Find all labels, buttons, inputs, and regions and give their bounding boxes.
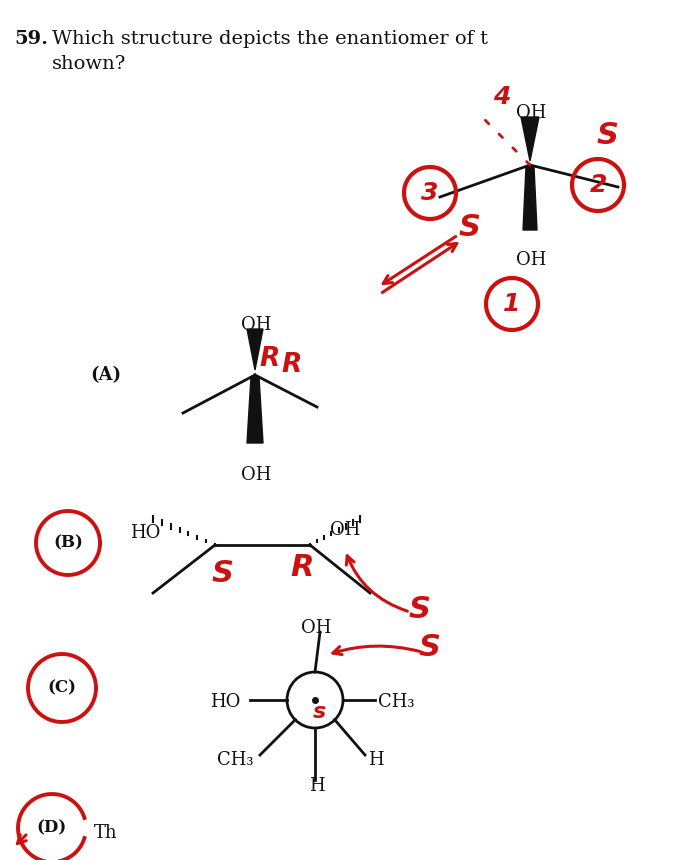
Text: R: R <box>290 552 314 581</box>
Text: OH: OH <box>516 104 546 122</box>
Text: OH: OH <box>241 316 271 334</box>
Text: H: H <box>368 751 383 769</box>
Polygon shape <box>247 377 263 443</box>
Text: HO: HO <box>130 524 160 542</box>
Text: 1: 1 <box>503 292 521 316</box>
Text: (B): (B) <box>53 535 83 551</box>
Text: S: S <box>419 634 441 662</box>
Text: Which structure depicts the enantiomer of t: Which structure depicts the enantiomer o… <box>52 30 488 48</box>
Text: CH₃: CH₃ <box>217 751 253 769</box>
Text: (D): (D) <box>37 820 67 837</box>
Text: OH: OH <box>516 251 546 269</box>
Text: S: S <box>597 120 619 150</box>
Text: OH: OH <box>241 466 271 484</box>
Text: S: S <box>459 212 481 242</box>
Text: OH: OH <box>330 521 361 539</box>
Text: HO: HO <box>210 693 240 711</box>
Text: R: R <box>259 346 279 372</box>
Text: 2: 2 <box>590 173 607 197</box>
Text: (A): (A) <box>90 366 121 384</box>
Polygon shape <box>521 117 539 161</box>
Text: 4: 4 <box>493 85 511 109</box>
Text: shown?: shown? <box>52 55 127 73</box>
Text: S: S <box>212 558 234 587</box>
Text: 59.: 59. <box>14 30 48 48</box>
Polygon shape <box>523 167 537 230</box>
Text: (C): (C) <box>47 679 77 697</box>
Text: S: S <box>409 595 431 624</box>
Text: s: s <box>313 702 326 722</box>
Text: H: H <box>309 777 324 795</box>
Text: Th: Th <box>94 824 118 842</box>
Text: 3: 3 <box>421 181 438 205</box>
Text: CH₃: CH₃ <box>378 693 415 711</box>
Text: OH: OH <box>301 619 331 637</box>
Polygon shape <box>247 329 263 370</box>
Text: R: R <box>281 352 301 378</box>
